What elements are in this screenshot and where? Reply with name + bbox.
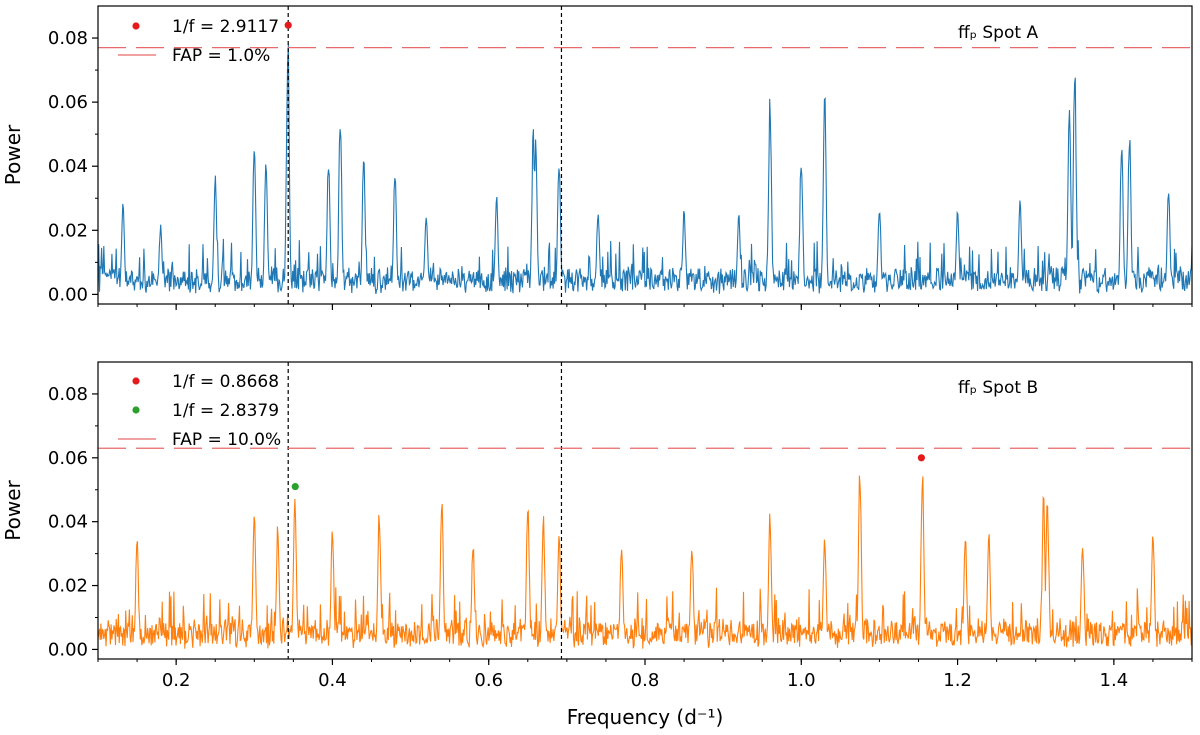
power-line — [98, 475, 1192, 649]
period-markers-spot-a — [287, 6, 563, 304]
peak-marker — [291, 482, 299, 491]
legend-label: FAP = 10.0% — [172, 430, 281, 450]
y-tick-label: 0.00 — [48, 639, 88, 660]
y-ticks-spot-a: 0.00 0.02 0.04 0.06 0.08 — [48, 28, 98, 305]
y-tick-label: 0.02 — [48, 220, 88, 241]
panel-annotation-spot-b: ffₚ Spot B — [958, 378, 1038, 398]
y-axis-label-spot-a: Power — [1, 124, 25, 185]
y-tick-label: 0.02 — [48, 576, 88, 597]
legend-marker — [132, 406, 140, 414]
panel-annotation-spot-a: ffₚ Spot A — [958, 23, 1038, 43]
x-tick-label: 0.4 — [318, 670, 347, 691]
legend-label: 1/f = 2.8379 — [172, 401, 279, 421]
period-markers-spot-b — [287, 362, 563, 659]
y-tick-label: 0.06 — [48, 448, 88, 469]
x-tick-label: 0.6 — [474, 670, 503, 691]
power-series-spot-a — [98, 44, 1192, 295]
panel-spot-a: 0.00 0.02 0.04 0.06 0.08 Power ffₚ Spot A 1/… — [1, 5, 1193, 310]
legend-marker — [132, 22, 140, 30]
x-ticks-spot-b: 0.2 0.4 0.6 0.8 1.0 1.2 1.4 — [97, 659, 1193, 691]
legend-spot-b: 1/f = 0.8668 1/f = 2.8379 FAP = 10.0% — [118, 372, 281, 450]
peak-marker — [917, 454, 925, 462]
peak-marker — [284, 21, 292, 29]
x-tick-label: 0.2 — [162, 670, 191, 691]
y-tick-label: 0.06 — [48, 92, 88, 113]
y-axis-label-spot-b: Power — [1, 479, 25, 540]
x-tick-label: 1.2 — [943, 670, 972, 691]
panel-spot-b: 0.00 0.02 0.04 0.06 0.08 0.2 0.4 0.6 0.8 1.0 1.2 1… — [1, 361, 1193, 729]
y-tick-label: 0.08 — [48, 28, 88, 49]
legend-marker — [132, 377, 140, 385]
x-axis-label: Frequency (d⁻¹) — [567, 705, 724, 729]
y-tick-label: 0.00 — [48, 284, 88, 305]
legend-label: FAP = 1.0% — [172, 46, 270, 66]
peak-markers-spot-a — [284, 21, 292, 29]
x-tick-label: 1.0 — [787, 670, 816, 691]
legend-spot-a: 1/f = 2.9117 FAP = 1.0% — [118, 17, 279, 66]
peak-markers-spot-b — [291, 454, 925, 491]
power-line — [98, 44, 1192, 295]
y-tick-label: 0.08 — [48, 384, 88, 405]
y-tick-label: 0.04 — [48, 156, 88, 177]
x-tick-label: 1.4 — [1100, 670, 1129, 691]
legend-label: 1/f = 0.8668 — [172, 372, 279, 392]
y-tick-label: 0.04 — [48, 512, 88, 533]
x-tick-label: 0.8 — [631, 670, 660, 691]
power-series-spot-b — [98, 475, 1192, 649]
y-ticks-spot-b: 0.00 0.02 0.04 0.06 0.08 — [48, 384, 98, 660]
legend-label: 1/f = 2.9117 — [172, 17, 279, 37]
x-ticks-spot-a — [97, 304, 1193, 310]
